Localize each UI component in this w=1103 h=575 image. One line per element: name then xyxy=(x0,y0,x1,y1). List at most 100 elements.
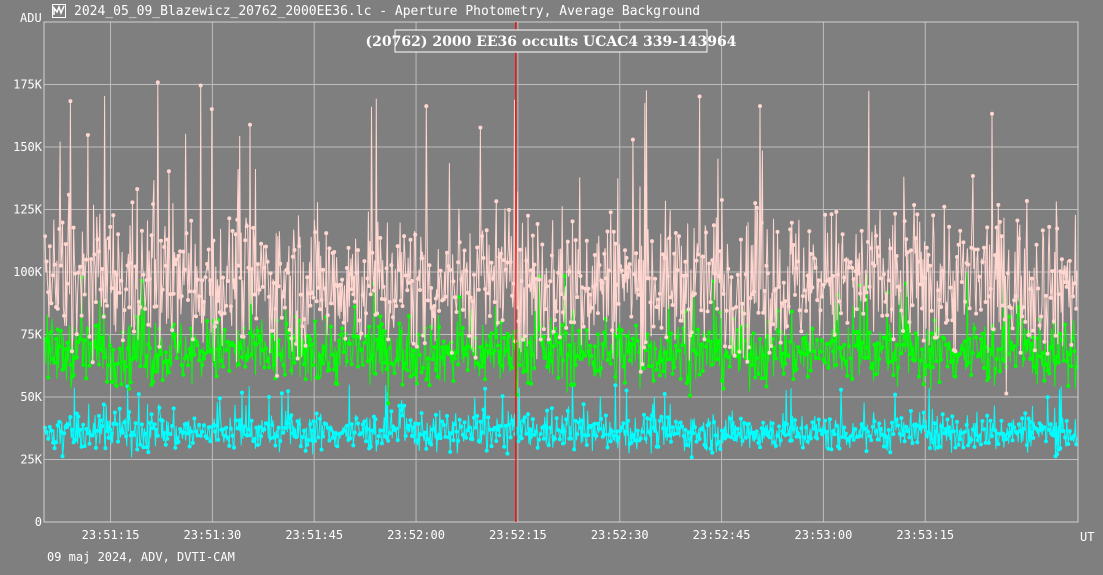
data-point-target xyxy=(111,213,116,218)
data-point-target xyxy=(437,308,442,313)
data-point-target xyxy=(265,259,270,264)
data-point-comparison xyxy=(686,377,691,382)
data-point-background xyxy=(194,429,198,434)
data-point-comparison xyxy=(408,374,413,379)
data-point-target xyxy=(578,274,583,278)
data-point-comparison xyxy=(664,350,669,355)
data-point-comparison xyxy=(970,351,975,355)
data-point-target xyxy=(389,263,394,268)
data-point-background xyxy=(103,446,108,451)
data-point-background xyxy=(205,436,210,441)
data-point-comparison xyxy=(645,332,650,337)
data-point-target xyxy=(398,298,403,303)
x-tick-label: 23:52:45 xyxy=(693,528,751,542)
data-point-target xyxy=(1018,350,1023,355)
data-point-comparison xyxy=(317,353,322,358)
data-point-background xyxy=(359,431,364,436)
data-point-comparison xyxy=(699,342,704,347)
data-point-target xyxy=(958,228,963,233)
data-point-background xyxy=(162,431,167,435)
data-point-comparison xyxy=(924,363,929,368)
data-point-comparison xyxy=(753,375,758,380)
data-point-background xyxy=(659,414,664,419)
data-point-target xyxy=(1002,317,1007,322)
data-point-target xyxy=(537,277,542,282)
data-point-comparison xyxy=(411,348,416,353)
data-point-background xyxy=(147,420,152,425)
data-point-background xyxy=(961,445,966,450)
data-point-background xyxy=(446,435,451,440)
data-point-target xyxy=(963,299,967,304)
data-point-comparison xyxy=(362,340,367,345)
data-point-comparison xyxy=(243,364,248,369)
data-point-comparison xyxy=(441,339,446,344)
data-point-background xyxy=(184,421,189,426)
data-point-target xyxy=(953,349,958,354)
data-point-target xyxy=(875,245,880,250)
data-point-background xyxy=(870,424,875,429)
data-point-comparison xyxy=(554,332,559,337)
data-point-target xyxy=(918,282,923,287)
data-point-background xyxy=(297,422,302,427)
data-point-comparison xyxy=(551,344,556,349)
data-point-comparison xyxy=(95,345,100,350)
y-tick-label: 100K xyxy=(13,265,43,279)
data-point-background xyxy=(108,427,113,432)
data-point-background xyxy=(696,433,700,438)
data-point-background xyxy=(859,422,864,427)
data-point-background xyxy=(432,427,437,432)
data-point-target xyxy=(567,269,572,274)
data-point-target xyxy=(68,99,73,104)
data-point-comparison xyxy=(556,375,561,380)
data-point-target xyxy=(147,277,152,281)
data-point-background xyxy=(90,433,95,438)
data-point-comparison xyxy=(615,334,619,339)
data-point-comparison xyxy=(82,338,87,343)
data-point-background xyxy=(1067,429,1072,434)
data-point-target xyxy=(262,265,267,270)
data-point-background xyxy=(535,445,540,450)
data-point-background xyxy=(370,428,375,433)
data-point-background xyxy=(629,440,634,445)
data-point-background xyxy=(462,420,467,425)
data-point-target xyxy=(255,262,260,267)
data-point-comparison xyxy=(481,360,486,365)
data-point-background xyxy=(133,421,138,426)
data-point-target xyxy=(997,219,1002,224)
data-point-background xyxy=(281,430,286,435)
data-point-target xyxy=(759,220,764,225)
data-point-background xyxy=(899,416,904,421)
data-point-comparison xyxy=(816,356,821,361)
data-point-comparison xyxy=(1044,362,1048,367)
data-point-target xyxy=(1055,226,1060,231)
data-point-comparison xyxy=(677,348,681,353)
data-point-comparison xyxy=(958,351,963,356)
data-point-target xyxy=(133,264,138,269)
data-point-comparison xyxy=(908,352,913,357)
data-point-target xyxy=(235,217,240,222)
data-point-target xyxy=(818,308,823,313)
data-point-background xyxy=(686,430,691,435)
data-point-target xyxy=(311,295,316,300)
data-point-background xyxy=(1004,437,1009,441)
data-point-target xyxy=(438,268,443,273)
data-point-comparison xyxy=(993,366,998,371)
data-point-background xyxy=(718,447,723,452)
data-point-comparison xyxy=(71,373,76,378)
data-point-comparison xyxy=(750,363,755,368)
data-point-target xyxy=(847,265,851,270)
plot-frame xyxy=(43,21,1079,523)
data-point-background xyxy=(635,428,640,433)
data-point-target xyxy=(856,271,861,276)
data-point-comparison xyxy=(262,365,267,370)
data-point-target xyxy=(816,278,821,283)
data-point-background xyxy=(710,450,715,455)
data-point-comparison xyxy=(338,332,343,337)
data-point-background xyxy=(924,433,929,438)
data-point-target xyxy=(295,356,300,361)
data-point-comparison xyxy=(44,338,49,343)
data-point-target xyxy=(76,270,81,275)
data-point-background xyxy=(192,416,197,421)
data-point-target xyxy=(343,336,348,341)
